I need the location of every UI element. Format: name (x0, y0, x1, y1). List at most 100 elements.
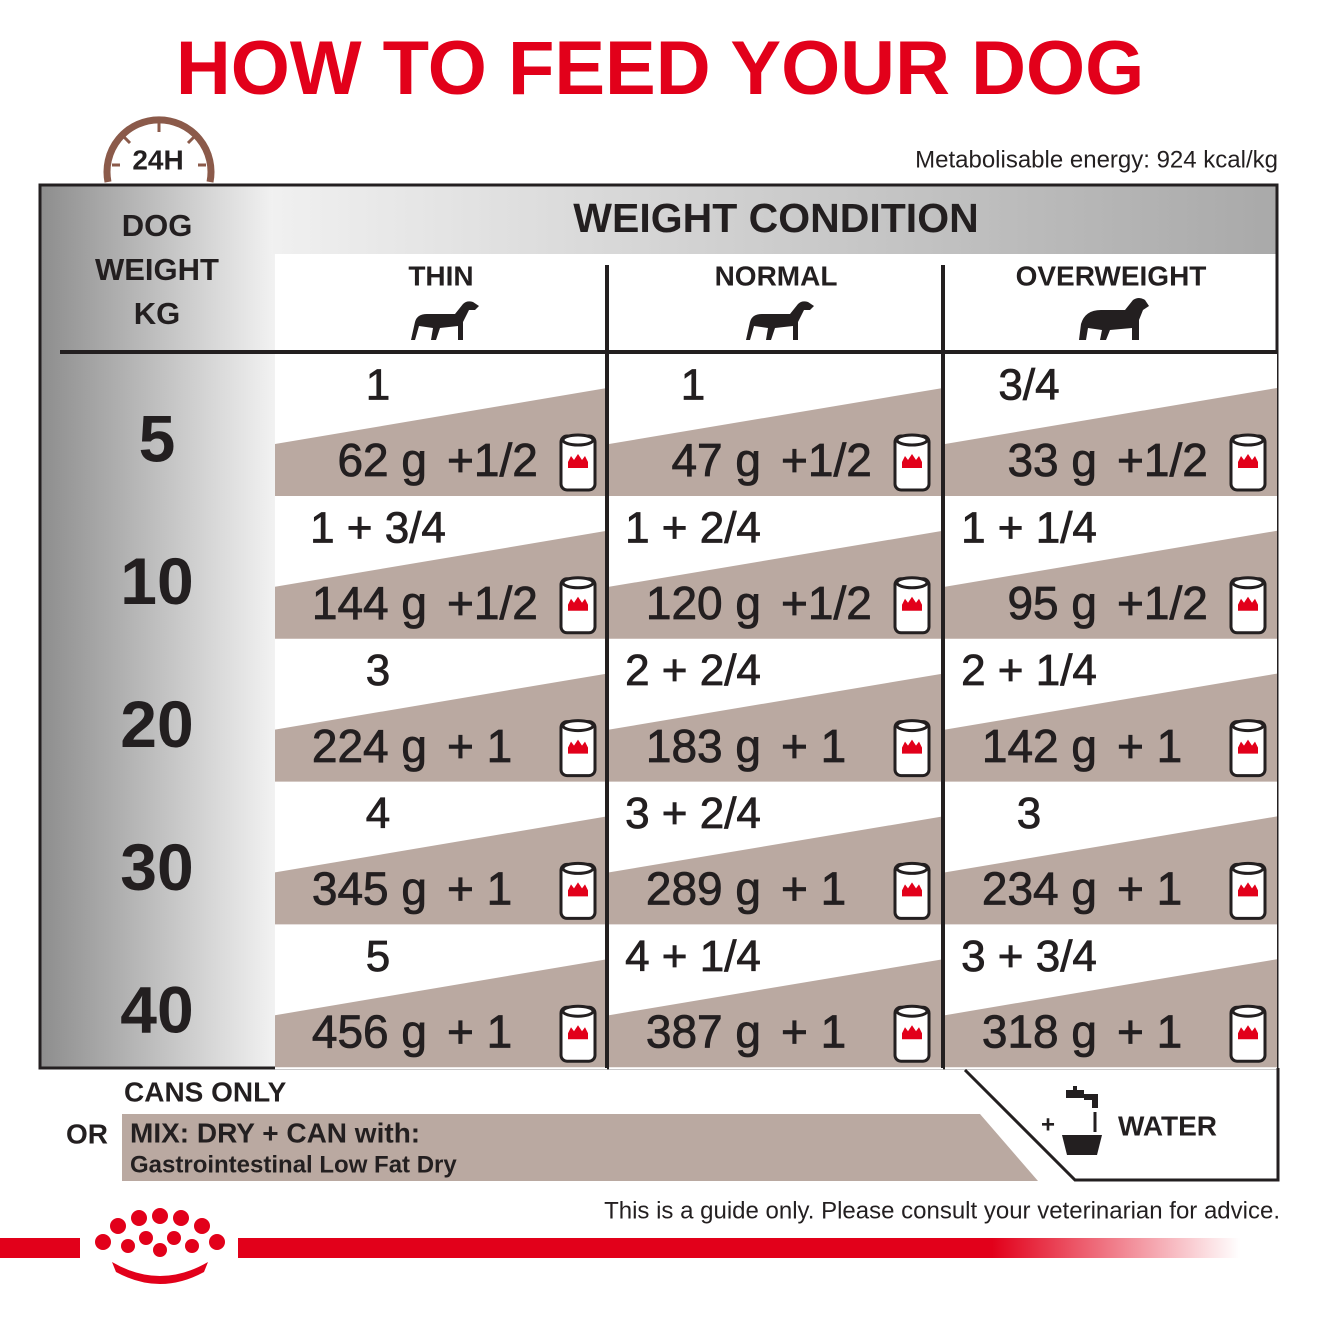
can-lid (1231, 576, 1265, 590)
cell-band (609, 816, 943, 926)
can-icon (1229, 719, 1267, 778)
can-extra: +1/2 (781, 577, 872, 629)
can-crown (902, 739, 922, 754)
can-lid (1231, 1004, 1265, 1018)
column-header: NORMAL (715, 260, 838, 291)
can-crown (1238, 1025, 1258, 1040)
can-extra: + 1 (447, 863, 512, 915)
can-extra: +1/2 (447, 577, 538, 629)
can-crown (568, 454, 588, 468)
cans-amount: 2 + 2/4 (625, 646, 761, 695)
can-extra: + 1 (1117, 863, 1182, 915)
weight-header: DOG (122, 208, 193, 243)
can-extra: + 1 (781, 720, 846, 772)
page-title: HOW TO FEED YOUR DOG (176, 26, 1144, 111)
can-icon (893, 719, 931, 778)
dog-weight: 30 (120, 830, 193, 904)
can-extra: +1/2 (1117, 434, 1208, 486)
dry-amount: 33 g (1007, 434, 1097, 486)
cell-band (945, 388, 1277, 497)
dog-weight: 5 (139, 401, 176, 475)
badge-label: 24H (132, 144, 183, 175)
can-extra: + 1 (447, 1005, 512, 1057)
cell-band (609, 673, 943, 783)
can-icon (1229, 576, 1267, 635)
can-crown (902, 596, 922, 611)
can-extra: + 1 (447, 720, 512, 772)
can-crown (1238, 882, 1258, 897)
cell-band (275, 959, 607, 1069)
can-icon (893, 576, 931, 635)
can-icon (559, 576, 597, 635)
cans-amount: 1 + 2/4 (625, 503, 761, 552)
can-crown (568, 882, 588, 897)
weight-header: WEIGHT (95, 252, 219, 287)
water-box (963, 1068, 1280, 1182)
water-label: WATER (1118, 1110, 1217, 1141)
cans-amount: 3 (366, 646, 390, 695)
can-extra: + 1 (1117, 1005, 1182, 1057)
cans-amount: 3 + 3/4 (961, 932, 1097, 981)
dry-amount: 144 g (312, 577, 427, 629)
cell-band (945, 816, 1277, 926)
weight-header: KG (134, 296, 181, 331)
can-icon (1229, 861, 1267, 920)
cell-band (275, 673, 607, 783)
dry-amount: 387 g (646, 1005, 761, 1057)
can-icon (1229, 433, 1267, 492)
dog-icon (1079, 298, 1149, 340)
clock-badge: 24H (103, 116, 215, 183)
can-crown (568, 596, 588, 611)
column-header: THIN (408, 260, 473, 291)
column-header: OVERWEIGHT (1016, 260, 1207, 291)
cans-amount: 4 + 1/4 (625, 932, 761, 981)
can-crown (568, 739, 588, 754)
dry-amount: 224 g (312, 720, 427, 772)
cans-amount: 2 + 1/4 (961, 646, 1097, 695)
can-crown (1238, 454, 1258, 468)
can-icon (893, 1004, 931, 1063)
can-crown (568, 1025, 588, 1040)
cans-amount: 4 (366, 789, 390, 838)
can-icon (559, 433, 597, 492)
cell-band (945, 959, 1277, 1069)
cans-only-label: CANS ONLY (124, 1076, 287, 1107)
can-extra: +1/2 (781, 434, 872, 486)
can-extra: +1/2 (447, 434, 538, 486)
dry-amount: 289 g (646, 863, 761, 915)
can-lid (1231, 861, 1265, 875)
cans-amount: 1 (681, 361, 705, 410)
cell-band (609, 530, 943, 640)
or-label: OR (66, 1118, 108, 1149)
cans-amount: 1 (366, 361, 390, 410)
cell-band (609, 959, 943, 1069)
can-crown (902, 882, 922, 897)
can-lid (895, 576, 929, 590)
can-lid (895, 1004, 929, 1018)
cell-band (945, 530, 1277, 640)
crown-logo (95, 1208, 225, 1284)
cell-band (945, 673, 1277, 783)
can-crown (902, 1025, 922, 1040)
cell-band (275, 388, 607, 497)
dry-amount: 183 g (646, 720, 761, 772)
cell-band (275, 816, 607, 926)
can-lid (561, 576, 595, 590)
can-lid (561, 861, 595, 875)
cans-amount: 5 (366, 932, 390, 981)
disclaimer: This is a guide only. Please consult you… (604, 1197, 1280, 1224)
dry-amount: 345 g (312, 863, 427, 915)
can-crown (902, 454, 922, 468)
cell-band (609, 388, 943, 497)
can-icon (893, 861, 931, 920)
can-crown (1238, 739, 1258, 754)
condition-header: WEIGHT CONDITION (573, 195, 978, 241)
can-icon (1229, 1004, 1267, 1063)
can-extra: +1/2 (1117, 577, 1208, 629)
dog-weight: 10 (120, 544, 193, 618)
energy-note: Metabolisable energy: 924 kcal/kg (915, 146, 1278, 173)
dry-amount: 318 g (982, 1005, 1097, 1057)
dry-amount: 456 g (312, 1005, 427, 1057)
mix-label: MIX: DRY + CAN with: (130, 1117, 420, 1148)
dry-amount: 62 g (337, 434, 427, 486)
